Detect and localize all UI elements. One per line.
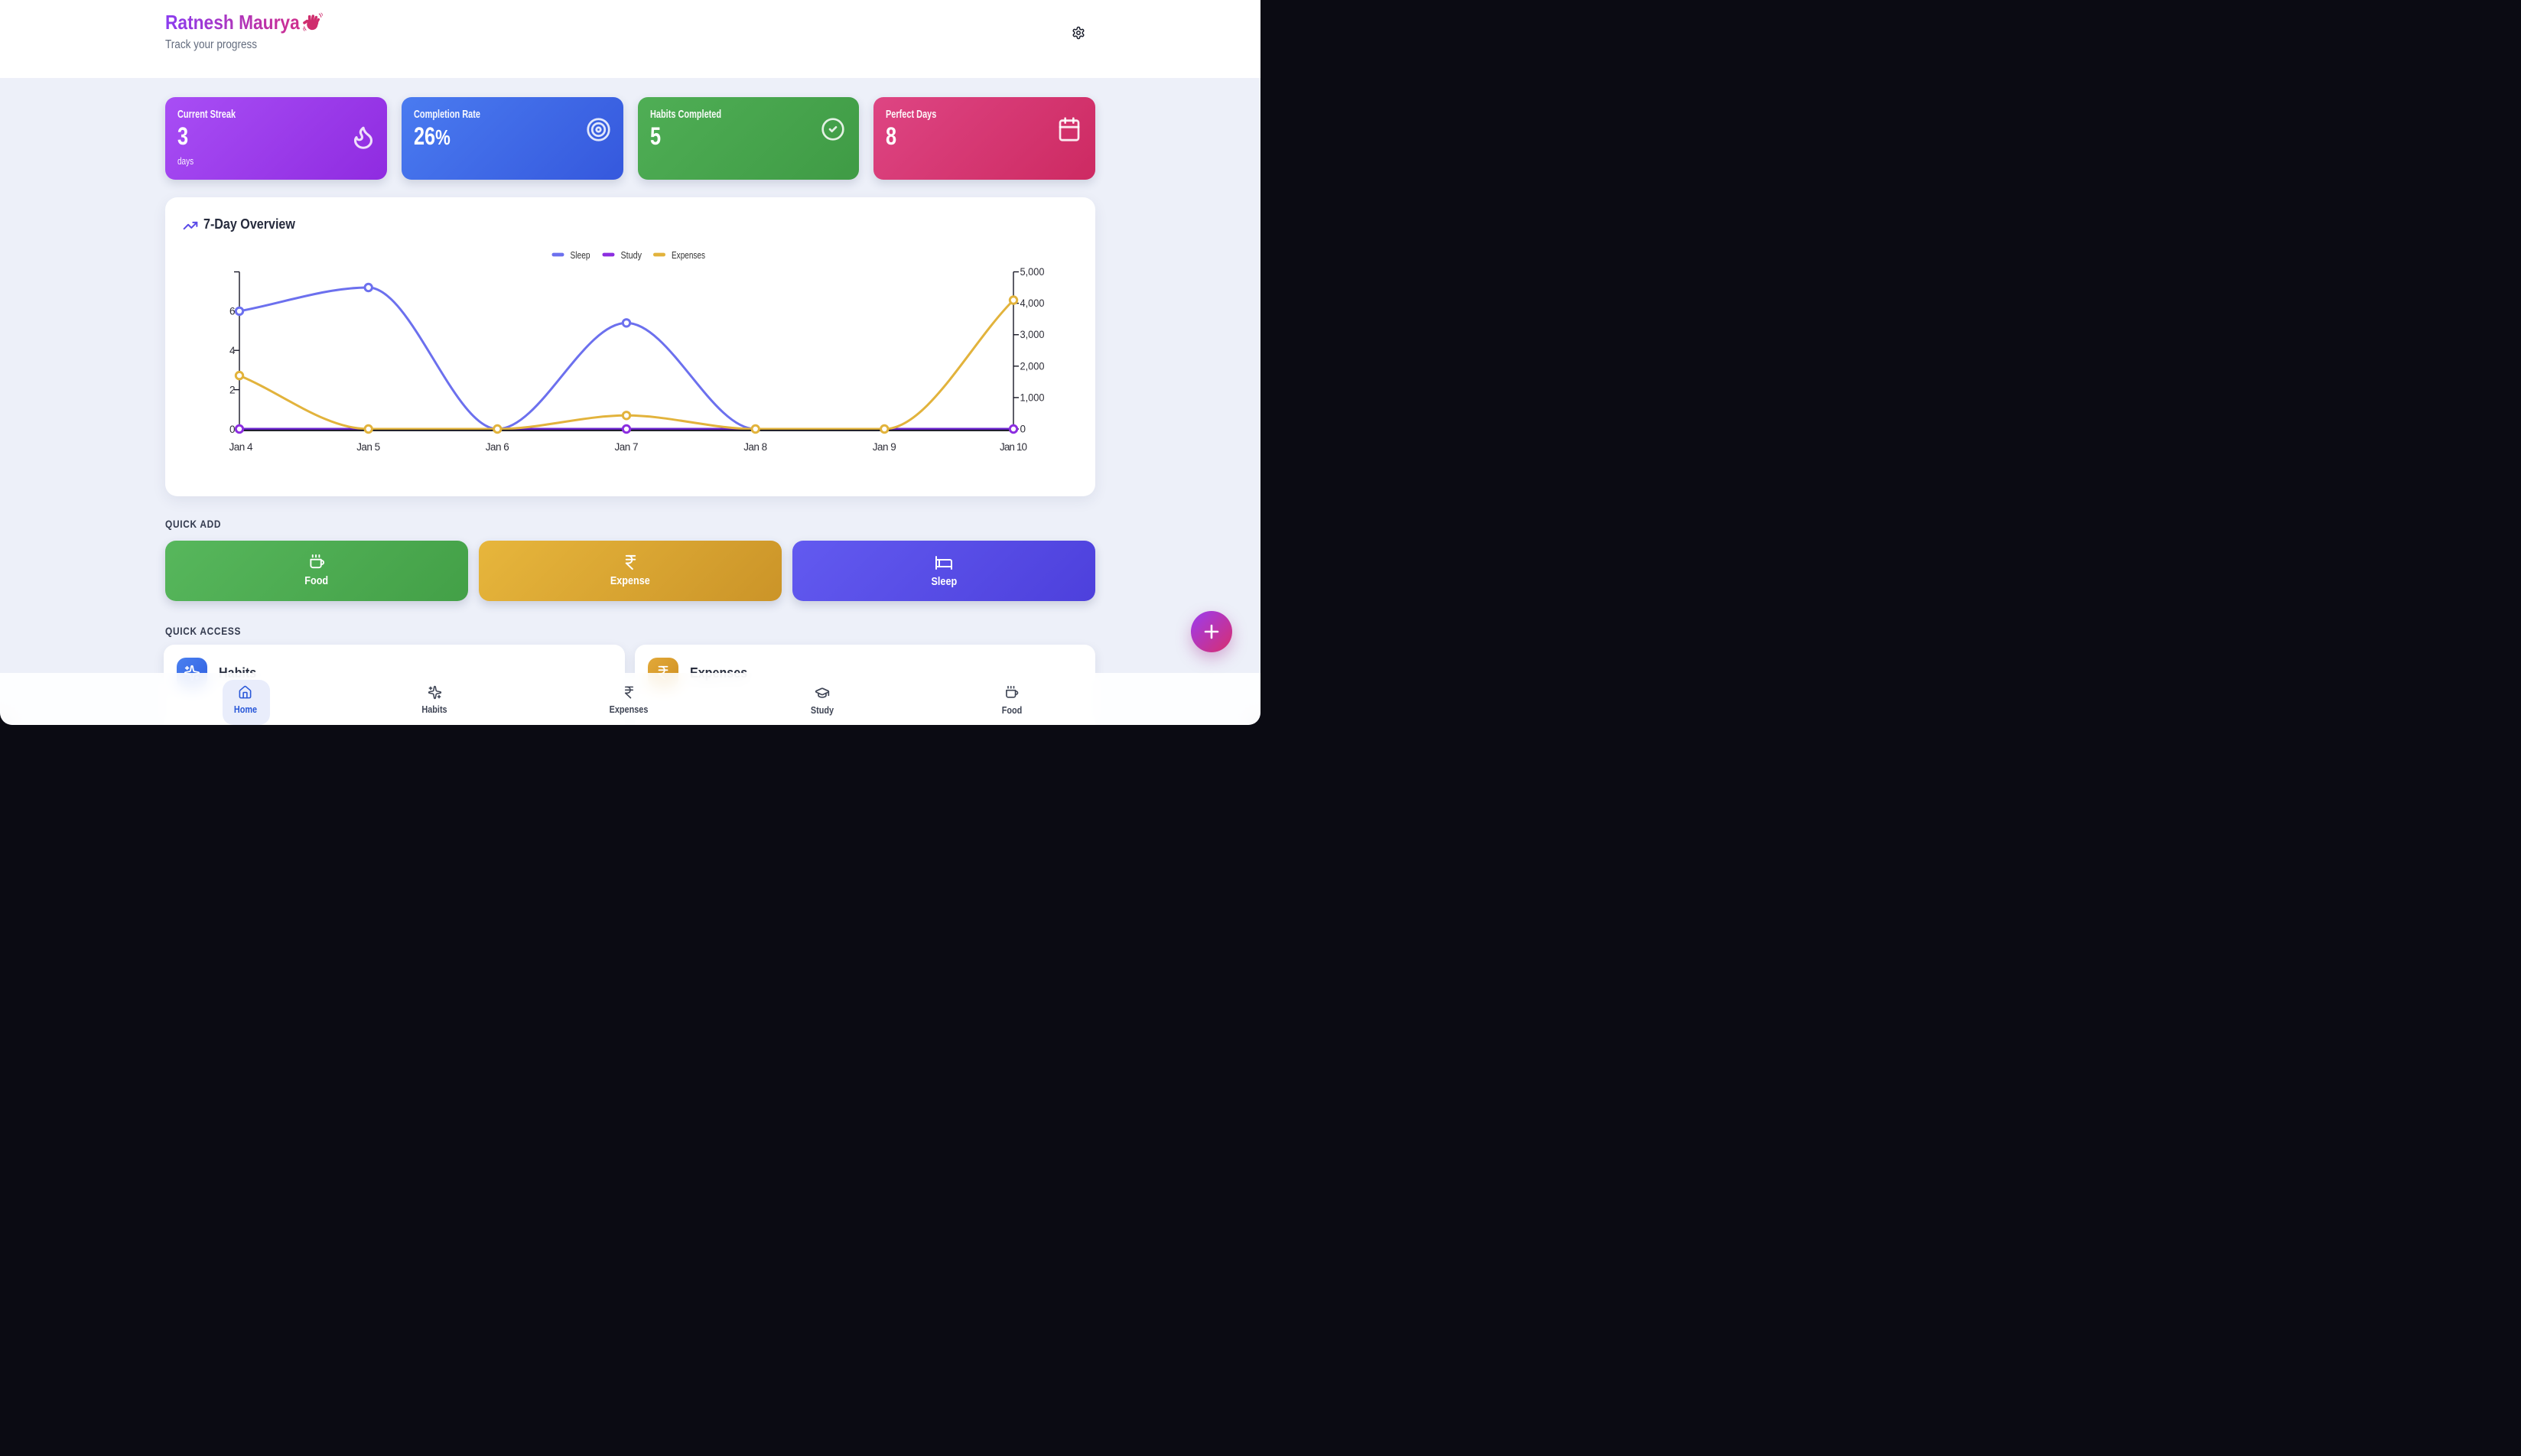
svg-text:5,000: 5,000: [1020, 266, 1045, 278]
svg-text:Expenses: Expenses: [672, 249, 705, 261]
svg-text:0: 0: [1020, 423, 1026, 434]
svg-text:2: 2: [229, 384, 236, 395]
svg-text:Jan 5: Jan 5: [356, 441, 380, 453]
svg-text:Study: Study: [621, 249, 642, 261]
svg-text:Jan 8: Jan 8: [743, 441, 767, 453]
svg-text:1,000: 1,000: [1020, 392, 1045, 403]
svg-text:Jan 4: Jan 4: [229, 441, 253, 453]
svg-text:Jan 10: Jan 10: [1000, 441, 1027, 453]
svg-text:4: 4: [229, 345, 236, 356]
svg-text:4,000: 4,000: [1020, 297, 1045, 309]
svg-text:Jan 9: Jan 9: [873, 441, 896, 453]
svg-text:Jan 7: Jan 7: [615, 441, 639, 453]
svg-text:0: 0: [229, 423, 236, 434]
svg-text:3,000: 3,000: [1020, 329, 1045, 340]
svg-text:Jan 6: Jan 6: [486, 441, 509, 453]
svg-text:6: 6: [229, 305, 236, 317]
svg-text:2,000: 2,000: [1020, 360, 1045, 372]
svg-text:Sleep: Sleep: [571, 249, 590, 261]
